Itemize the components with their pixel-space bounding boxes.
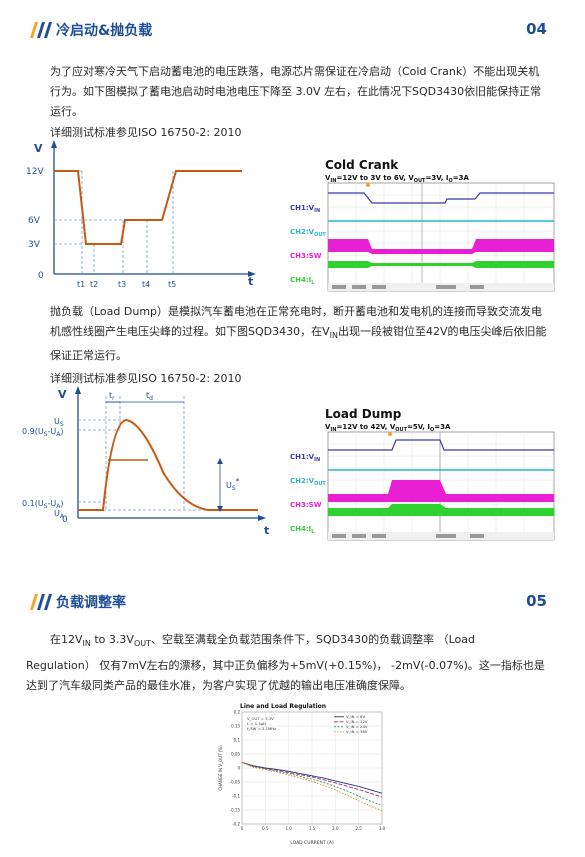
x-tick-labels: 0 0.5 1.0 1.5 2.0 2.5 3.0 (241, 826, 386, 831)
scope-subtitle: VIN=12V to 3V to 6V, VOUT=3V, IO=3A (325, 174, 469, 184)
y-tick-label: -0.2 (232, 822, 240, 827)
series-line (241, 761, 383, 811)
scope-title-2: Load Dump (325, 407, 402, 421)
x-tick-label: 1.0 (285, 826, 292, 831)
section-number-05: 05 (526, 592, 547, 610)
svg-text:V_OUT = 3.3V: V_OUT = 3.3V (247, 716, 274, 721)
y-tick-label: 0.05 (231, 752, 240, 757)
svg-text:US: US (54, 417, 64, 428)
x-axis-label: t (248, 275, 253, 288)
load-regulation-chart: Line and Load Regulation 0.20.150.10.050… (212, 698, 394, 850)
x-tick-label: 2.0 (332, 826, 339, 831)
load-dump-diagram: V t 0 tr td US* US 0.9(US-UA) 0.1(US-UA)… (22, 386, 269, 537)
scope-subtitle-2: VIN=12V to 42V, VOUT=5V, IO=3A (325, 423, 451, 433)
x-tick-label: 0.5 (262, 826, 269, 831)
chart-series (241, 761, 383, 811)
cold-crank-diagram: V t 12V 6V 3V 0 t1 t2 t3 t4 t5 (26, 140, 256, 288)
svg-text:US*: US* (226, 477, 240, 492)
level-3v: 3V (28, 240, 41, 250)
t3-label: t3 (118, 280, 126, 288)
ld-ch2-label: CH2:VOUT (290, 477, 326, 487)
svg-text:t: t (264, 524, 269, 537)
x-tick-label: 0 (241, 826, 244, 831)
svg-text:UA: UA (54, 509, 65, 520)
svg-text:td: td (146, 391, 153, 402)
y-tick-label: -0.15 (230, 808, 241, 813)
y-axis-title: CHANGE IN V_OUT (%) (218, 745, 223, 791)
ld-ch3-label: CH3:SW (290, 501, 322, 509)
svg-text:0.1(US-UA): 0.1(US-UA) (22, 499, 64, 510)
legend-label: V_IN = 12V (346, 719, 368, 724)
legend-label: V_IN = 36V (346, 729, 368, 734)
cold-crank-scope: Cold Crank VIN=12V to 3V to 6V, VOUT=3V,… (290, 158, 555, 292)
x-tick-label: 2.5 (355, 826, 362, 831)
paragraph-load-regulation-3: 达到了汽车级同类产品的最佳水准，为客户实现了优越的输出电压准确度保障。 (26, 679, 411, 692)
series-line (241, 761, 383, 798)
chart-grid (241, 711, 383, 825)
y-tick-label: 0 (237, 766, 240, 771)
load-dump-scope: Load Dump VIN=12V to 42V, VOUT=5V, IO=3A… (290, 407, 555, 541)
ld-ch1-label: CH1:VIN (290, 453, 320, 463)
t1-label: t1 (77, 280, 85, 288)
y-tick-label: -0.1 (232, 794, 240, 799)
standard-reference-2: 详细测试标准参见ISO 16750-2: 2010 (50, 372, 242, 385)
legend-label: V_IN = 24V (346, 724, 368, 729)
chart-conditions: V_OUT = 3.3V L = 1.5μH f_SW = 2.1MHz (247, 716, 276, 731)
ch2-label: CH2:VOUT (290, 228, 326, 238)
chart-title: Line and Load Regulation (240, 703, 326, 710)
section-title-05: 负载调整率 (56, 595, 126, 611)
ch4-label: CH4:IL (290, 276, 315, 286)
ld-ch4-label: CH4:IL (290, 525, 315, 535)
paragraph-load-regulation: 在12VIN to 3.3VOUT、空载至满载全负载范围条件下，SQD3430的… (50, 633, 475, 648)
level-6v: 6V (28, 216, 41, 226)
svg-text:0: 0 (62, 515, 68, 525)
y-tick-label: 0.15 (231, 724, 240, 729)
legend-label: V_IN = 6V (346, 714, 365, 719)
ch1-label: CH1:VIN (290, 204, 320, 214)
paragraph-cold-crank: 为了应对寒冷天气下启动蓄电池的电压跌落，电源芯片需保证在冷启动（Cold Cra… (50, 65, 542, 118)
y-tick-labels: 0.2 0.15 0.1 0.05 0 -0.05 -0.1 -0.15 -0.2 (230, 710, 241, 827)
ch3-label: CH3:SW (290, 252, 322, 260)
y-tick-label: 0.1 (234, 738, 241, 743)
svg-text:V: V (58, 388, 67, 401)
level-12v: 12V (26, 167, 44, 177)
slashes-icon (30, 22, 52, 38)
x-tick-label: 3.0 (379, 826, 386, 831)
y-tick-label: -0.05 (230, 780, 241, 785)
section-number: 04 (526, 20, 547, 38)
origin-label: 0 (38, 271, 44, 281)
svg-text:tr: tr (109, 391, 115, 402)
section-header-04: 冷启动&抛负载 04 (0, 14, 585, 50)
series-line (241, 761, 383, 794)
scope-title: Cold Crank (325, 158, 399, 172)
section-title: 冷启动&抛负载 (56, 23, 153, 39)
section-header-05: 负载调整率 05 (0, 586, 585, 622)
slashes-icon (30, 594, 52, 610)
svg-text:f_SW = 2.1MHz: f_SW = 2.1MHz (247, 726, 276, 731)
t4-label: t4 (142, 280, 150, 288)
y-tick-label: 0.2 (234, 710, 241, 715)
y-axis-label: V (34, 142, 43, 155)
svg-text:L = 1.5μH: L = 1.5μH (247, 721, 266, 726)
x-tick-label: 1.5 (309, 826, 316, 831)
paragraph-load-regulation-2: Regulation） 仅有7mV左右的漂移，其中正负偏移为+5mV(+0.15… (26, 659, 545, 672)
t2-label: t2 (90, 280, 98, 288)
standard-reference: 详细测试标准参见ISO 16750-2: 2010 (50, 126, 242, 139)
svg-text:0.9(US-UA): 0.9(US-UA) (22, 427, 64, 438)
t5-label: t5 (168, 280, 176, 288)
paragraph-load-dump: 抛负载（Load Dump）是模拟汽车蓄电池在正常充电时，断开蓄电池和发电机的连… (50, 305, 547, 362)
x-axis-title: LOAD CURRENT (A) (290, 840, 334, 846)
